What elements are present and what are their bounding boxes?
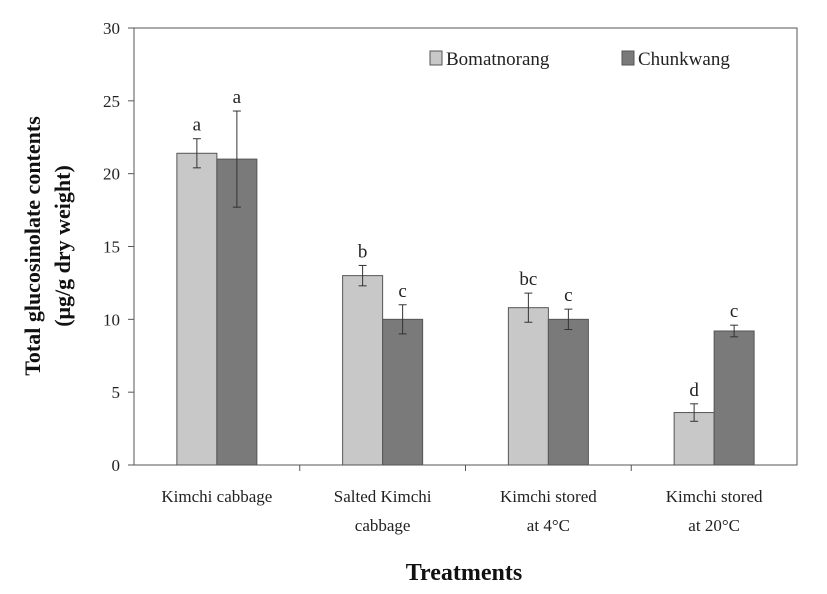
y-tick-label-5: 25	[103, 92, 120, 111]
significance-label-bomatnorang-3: d	[689, 380, 699, 401]
y-tick-label-4: 20	[103, 165, 120, 184]
x-category-label-3-1: at 20°C	[688, 516, 740, 535]
bar-bomatnorang-0	[176, 152, 218, 466]
legend-label-chunkwang: Chunkwang	[638, 49, 730, 70]
significance-label-bomatnorang-0: a	[193, 115, 202, 136]
significance-label-chunkwang-2: c	[564, 285, 572, 306]
x-category-label-2-1: at 4°C	[527, 516, 570, 535]
x-category-label-0-0: Kimchi cabbage	[161, 487, 272, 506]
legend-label-bomatnorang: Bomatnorang	[446, 49, 550, 70]
significance-label-chunkwang-0: a	[233, 87, 242, 108]
y-axis-title-line1: Total glucosinolate contents	[20, 116, 45, 376]
legend-swatch-chunkwang	[621, 50, 635, 66]
significance-label-chunkwang-1: c	[398, 281, 406, 302]
x-axis-title: Treatments	[406, 560, 522, 586]
significance-label-bomatnorang-2: bc	[519, 269, 537, 290]
y-tick-label-3: 15	[103, 238, 120, 257]
y-axis-title-line2: (μg/g dry weight)	[50, 165, 75, 327]
y-tick-label-2: 10	[103, 310, 120, 329]
bar-chunkwang-0	[216, 158, 258, 466]
legend-swatch-bomatnorang	[429, 50, 443, 66]
bar-bomatnorang-2	[507, 307, 549, 466]
bar-bomatnorang-1	[342, 275, 384, 466]
significance-label-bomatnorang-1: b	[358, 241, 368, 262]
significance-label-chunkwang-3: c	[730, 301, 738, 322]
x-category-label-2-0: Kimchi stored	[500, 487, 597, 506]
x-category-label-3-0: Kimchi stored	[666, 487, 763, 506]
y-tick-label-0: 0	[112, 456, 121, 475]
bar-chunkwang-1	[382, 318, 424, 466]
x-category-label-1-1: cabbage	[355, 516, 411, 535]
y-tick-label-6: 30	[103, 19, 120, 38]
x-category-label-1-0: Salted Kimchi	[334, 487, 432, 506]
bar-chunkwang-3	[713, 330, 755, 466]
bar-chunkwang-2	[547, 318, 589, 466]
y-tick-label-1: 5	[112, 383, 121, 402]
